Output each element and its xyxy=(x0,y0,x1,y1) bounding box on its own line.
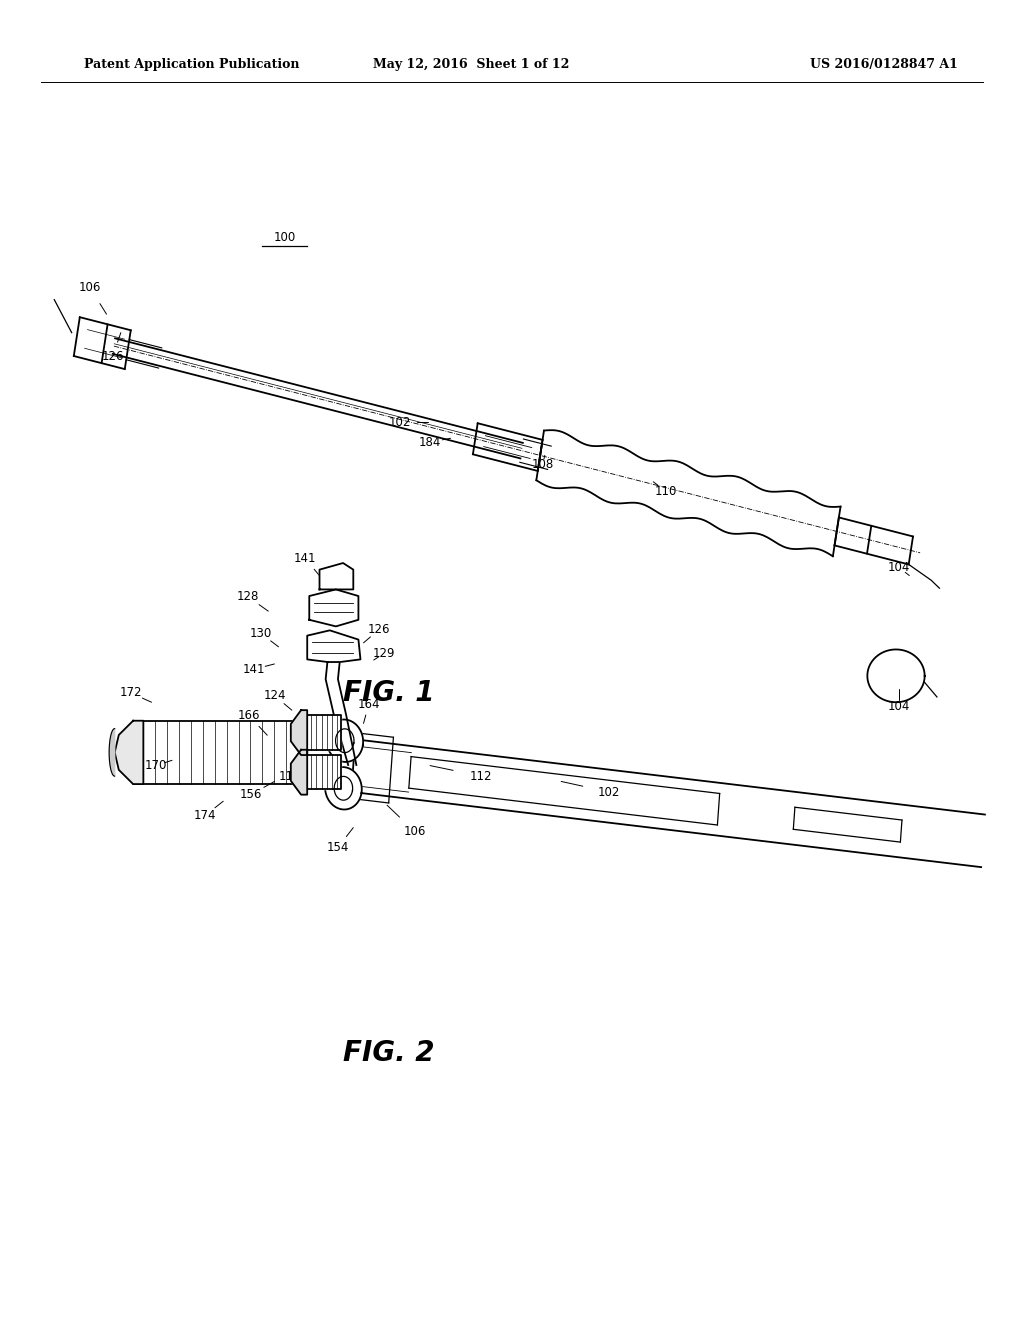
Polygon shape xyxy=(325,767,361,809)
Text: 170: 170 xyxy=(144,759,167,772)
Text: 172: 172 xyxy=(120,686,142,700)
Text: FIG. 2: FIG. 2 xyxy=(343,1039,435,1068)
Text: 184: 184 xyxy=(419,436,441,449)
Text: Patent Application Publication: Patent Application Publication xyxy=(84,58,299,71)
Text: 110: 110 xyxy=(654,484,677,498)
Text: 100: 100 xyxy=(273,231,296,244)
Polygon shape xyxy=(291,710,307,755)
Text: 106: 106 xyxy=(403,825,426,838)
Text: 104: 104 xyxy=(888,700,910,713)
Text: US 2016/0128847 A1: US 2016/0128847 A1 xyxy=(810,58,957,71)
Text: 116: 116 xyxy=(279,770,301,783)
Polygon shape xyxy=(307,631,360,663)
Text: 156: 156 xyxy=(240,788,262,801)
Text: 141: 141 xyxy=(243,663,265,676)
Polygon shape xyxy=(327,719,364,762)
Text: 106: 106 xyxy=(79,281,101,294)
Polygon shape xyxy=(307,715,341,750)
Polygon shape xyxy=(319,564,353,590)
Text: 141: 141 xyxy=(294,552,316,565)
Text: 130: 130 xyxy=(250,627,272,640)
Text: 128: 128 xyxy=(237,590,259,603)
Polygon shape xyxy=(133,721,302,784)
Text: FIG. 1: FIG. 1 xyxy=(343,678,435,708)
Polygon shape xyxy=(309,590,358,627)
Polygon shape xyxy=(110,729,115,776)
Text: 102: 102 xyxy=(388,416,411,429)
Text: 112: 112 xyxy=(470,770,493,783)
Text: 166: 166 xyxy=(238,709,260,722)
Text: May 12, 2016  Sheet 1 of 12: May 12, 2016 Sheet 1 of 12 xyxy=(373,58,569,71)
Polygon shape xyxy=(867,649,925,702)
Polygon shape xyxy=(291,750,307,795)
Text: 129: 129 xyxy=(373,647,395,660)
Text: 104: 104 xyxy=(888,561,910,574)
Text: 124: 124 xyxy=(263,689,286,702)
Text: 126: 126 xyxy=(101,350,124,363)
Text: 174: 174 xyxy=(194,809,216,822)
Text: 164: 164 xyxy=(357,698,380,711)
Text: 126: 126 xyxy=(368,623,390,636)
Polygon shape xyxy=(307,755,341,789)
Polygon shape xyxy=(115,721,143,784)
Text: 108: 108 xyxy=(531,458,554,471)
Text: 154: 154 xyxy=(327,841,349,854)
Text: 102: 102 xyxy=(598,785,621,799)
